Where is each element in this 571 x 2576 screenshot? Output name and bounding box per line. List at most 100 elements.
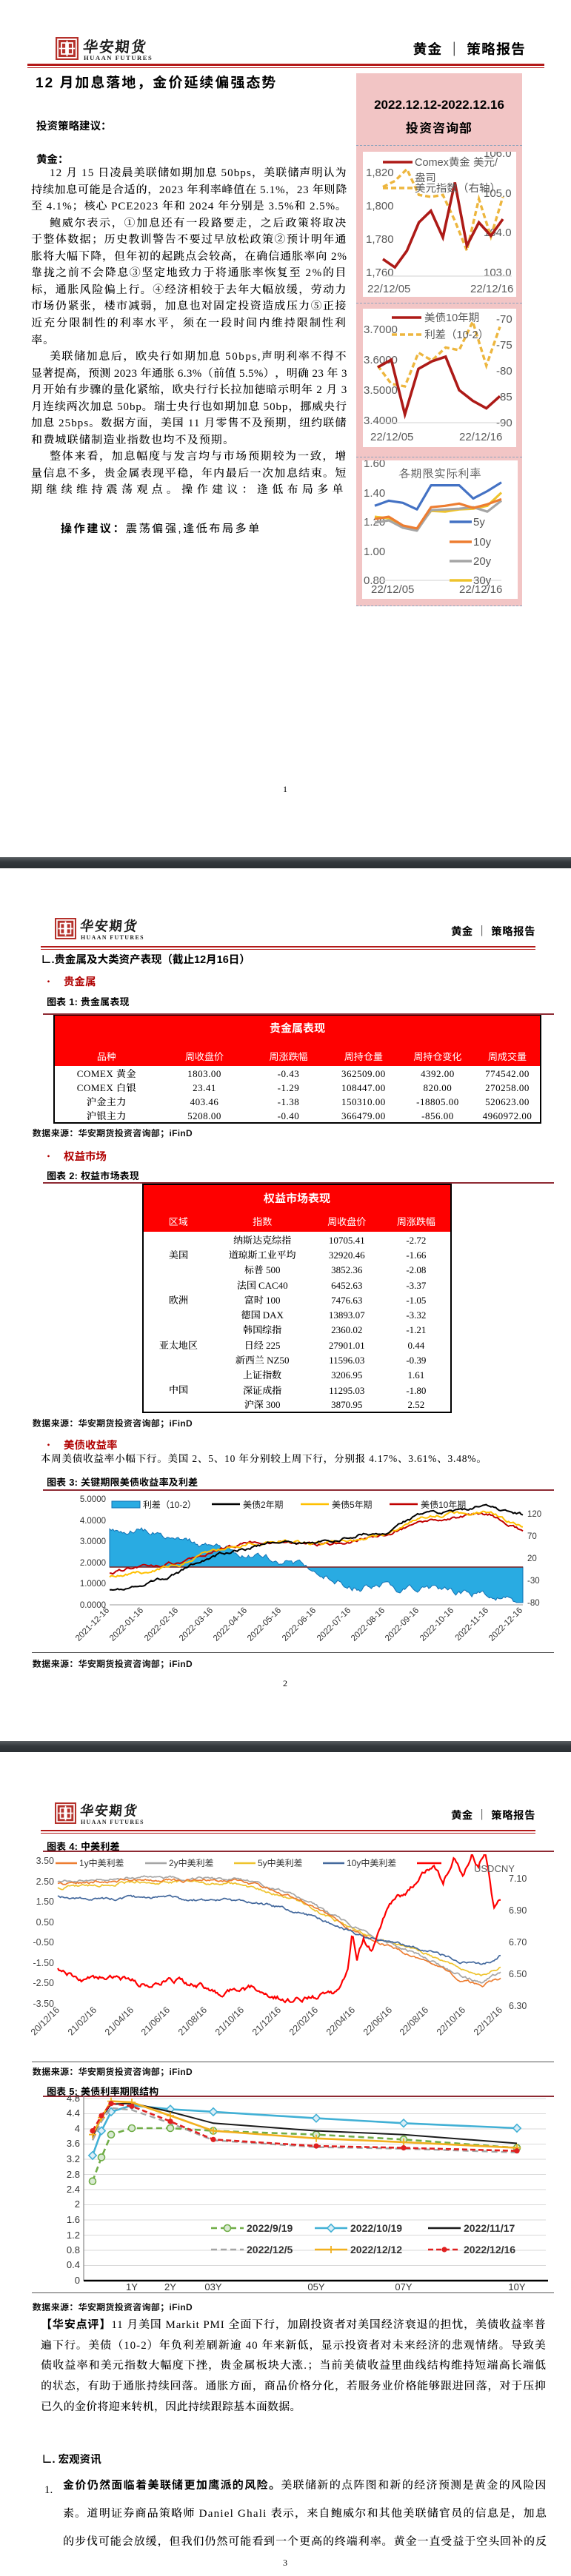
svg-text:105.0: 105.0 — [484, 185, 512, 201]
svg-text:22/12/05: 22/12/05 — [371, 581, 414, 597]
svg-text:2022/12/5: 2022/12/5 — [247, 2242, 293, 2257]
svg-text:21/10/16: 21/10/16 — [211, 2002, 247, 2038]
svg-text:30y: 30y — [473, 572, 492, 588]
svg-text:盎司: 盎司 — [415, 170, 436, 185]
svg-text:2022-07-16: 2022-07-16 — [314, 1605, 353, 1644]
svg-text:1.2: 1.2 — [67, 2227, 80, 2241]
svg-text:2022/10/19: 2022/10/19 — [350, 2221, 402, 2235]
svg-text:2Y: 2Y — [164, 2279, 176, 2293]
svg-text:05Y: 05Y — [307, 2279, 324, 2293]
svg-text:Comex黄金 美元/: Comex黄金 美元/ — [415, 154, 498, 170]
svg-text:21/06/16: 21/06/16 — [137, 2002, 173, 2038]
svg-text:1.00: 1.00 — [364, 543, 385, 559]
svg-text:各期限实际利率: 各期限实际利率 — [398, 465, 481, 481]
svg-text:1Y: 1Y — [126, 2279, 138, 2293]
svg-text:2022-08-16: 2022-08-16 — [348, 1605, 387, 1644]
svg-text:21/04/16: 21/04/16 — [101, 2002, 136, 2038]
svg-text:利差（10-2）: 利差（10-2） — [424, 326, 489, 342]
svg-text:0.4: 0.4 — [67, 2257, 80, 2271]
svg-text:1.0000: 1.0000 — [80, 1577, 106, 1589]
svg-text:5y中美利差: 5y中美利差 — [258, 1856, 303, 1869]
svg-text:0.8: 0.8 — [67, 2242, 80, 2256]
svg-text:2022-09-16: 2022-09-16 — [382, 1605, 421, 1644]
svg-text:5.0000: 5.0000 — [80, 1493, 106, 1505]
svg-text:美债10年期: 美债10年期 — [424, 309, 479, 325]
svg-text:-85: -85 — [496, 389, 512, 404]
svg-text:6.70: 6.70 — [509, 1934, 527, 1948]
svg-text:2022-01-16: 2022-01-16 — [107, 1605, 146, 1644]
svg-text:1,820: 1,820 — [366, 164, 394, 180]
svg-text:2.8: 2.8 — [67, 2167, 80, 2181]
svg-text:2022/11/17: 2022/11/17 — [464, 2221, 515, 2235]
svg-text:70: 70 — [527, 1530, 537, 1542]
svg-text:07Y: 07Y — [395, 2279, 412, 2293]
svg-text:22/12/16: 22/12/16 — [470, 281, 513, 296]
svg-text:1.50: 1.50 — [36, 1894, 54, 1908]
svg-text:-80: -80 — [496, 363, 512, 378]
svg-text:6.90: 6.90 — [509, 1902, 527, 1916]
svg-text:2.0000: 2.0000 — [80, 1557, 106, 1569]
svg-text:2022/12/12: 2022/12/12 — [350, 2242, 402, 2257]
svg-text:-30: -30 — [527, 1574, 540, 1586]
svg-text:1,780: 1,780 — [366, 231, 394, 246]
svg-text:3.5000: 3.5000 — [364, 382, 398, 398]
svg-text:2022/9/19: 2022/9/19 — [247, 2221, 293, 2235]
svg-text:0: 0 — [75, 2273, 80, 2287]
svg-text:-70: -70 — [496, 311, 512, 326]
svg-text:22/12/05: 22/12/05 — [367, 281, 410, 296]
svg-text:1,760: 1,760 — [366, 264, 394, 280]
svg-text:-1.50: -1.50 — [33, 1955, 55, 1969]
svg-text:22/12/16: 22/12/16 — [459, 429, 502, 444]
svg-text:20: 20 — [527, 1552, 537, 1564]
svg-text:2022/12/16: 2022/12/16 — [464, 2242, 515, 2257]
svg-text:3.0000: 3.0000 — [80, 1535, 106, 1547]
svg-text:21/08/16: 21/08/16 — [174, 2002, 210, 2038]
svg-text:-0.50: -0.50 — [33, 1934, 55, 1948]
svg-text:3.6: 3.6 — [67, 2136, 80, 2150]
svg-text:3.7000: 3.7000 — [364, 321, 398, 337]
svg-text:美元指数（右轴）: 美元指数（右轴） — [415, 180, 501, 195]
svg-text:22/02/16: 22/02/16 — [285, 2002, 321, 2038]
svg-text:7.10: 7.10 — [509, 1871, 527, 1885]
svg-text:10y: 10y — [473, 534, 492, 549]
svg-text:利差（10-2）: 利差（10-2） — [143, 1498, 196, 1511]
svg-text:-3.50: -3.50 — [33, 1996, 55, 2010]
svg-text:120: 120 — [527, 1508, 541, 1520]
svg-text:10Y: 10Y — [508, 2279, 525, 2293]
svg-text:6.50: 6.50 — [509, 1966, 527, 1980]
svg-text:2y中美利差: 2y中美利差 — [169, 1856, 214, 1869]
svg-text:2022-04-16: 2022-04-16 — [210, 1605, 250, 1644]
svg-text:2022-11-16: 2022-11-16 — [453, 1605, 491, 1643]
svg-text:3.4000: 3.4000 — [364, 412, 398, 428]
svg-text:1.6: 1.6 — [67, 2212, 80, 2226]
svg-text:美债10年期: 美债10年期 — [421, 1498, 466, 1511]
svg-text:3.50: 3.50 — [36, 1854, 54, 1867]
svg-text:6.30: 6.30 — [509, 1998, 527, 2012]
svg-text:4.4: 4.4 — [67, 2105, 80, 2119]
svg-text:22/12/16: 22/12/16 — [459, 581, 502, 597]
svg-text:0.0000: 0.0000 — [80, 1599, 106, 1611]
svg-text:03Y: 03Y — [204, 2279, 221, 2293]
svg-text:0.50: 0.50 — [36, 1914, 54, 1928]
svg-text:22/08/16: 22/08/16 — [395, 2002, 431, 2038]
svg-text:4: 4 — [75, 2121, 80, 2135]
svg-text:10y中美利差: 10y中美利差 — [347, 1856, 396, 1869]
svg-text:2.50: 2.50 — [36, 1874, 54, 1888]
svg-text:4.0000: 4.0000 — [80, 1515, 106, 1526]
svg-text:22/06/16: 22/06/16 — [359, 2002, 395, 2038]
svg-text:21/02/16: 21/02/16 — [64, 2002, 99, 2038]
svg-text:2: 2 — [75, 2196, 80, 2210]
svg-text:22/10/16: 22/10/16 — [433, 2002, 468, 2038]
svg-text:21/12/16: 21/12/16 — [248, 2002, 284, 2038]
svg-text:103.0: 103.0 — [484, 264, 512, 280]
svg-text:2022-05-16: 2022-05-16 — [244, 1605, 284, 1644]
svg-text:-2.50: -2.50 — [33, 1975, 55, 1989]
svg-text:5y: 5y — [473, 514, 485, 529]
svg-text:2.4: 2.4 — [67, 2181, 80, 2196]
svg-text:0.80: 0.80 — [364, 572, 385, 588]
svg-text:2022-02-16: 2022-02-16 — [141, 1605, 181, 1644]
svg-text:-75: -75 — [496, 337, 512, 352]
svg-text:2022-12-16: 2022-12-16 — [486, 1605, 525, 1644]
svg-text:1.60: 1.60 — [364, 460, 385, 471]
svg-text:美债5年期: 美债5年期 — [332, 1498, 373, 1511]
